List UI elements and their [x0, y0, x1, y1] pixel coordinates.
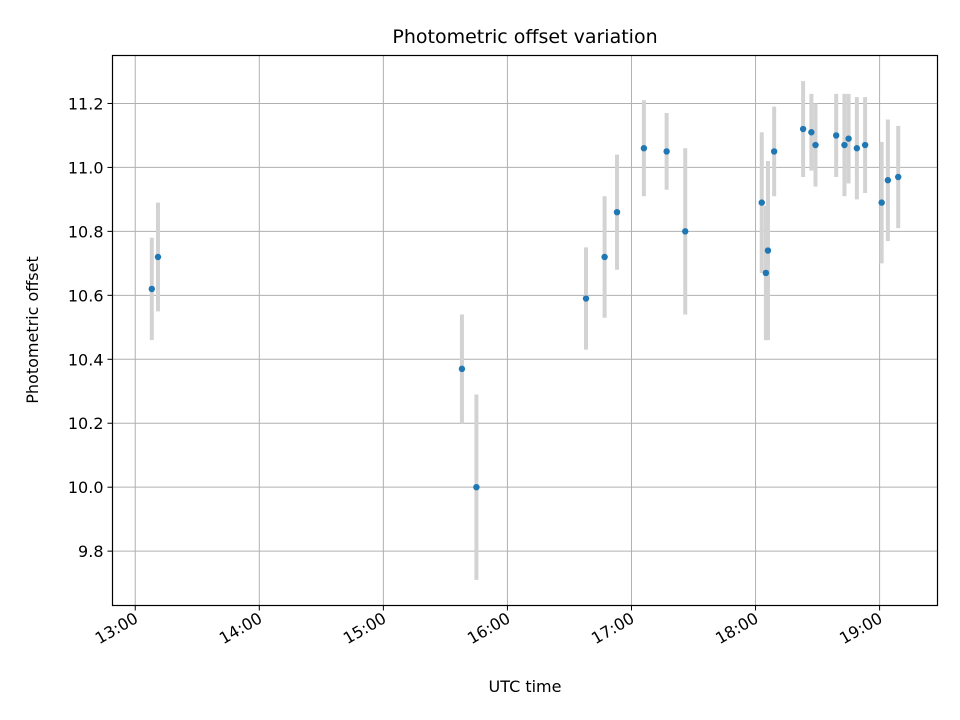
data-point — [832, 132, 840, 139]
data-point — [148, 285, 155, 293]
data-point — [758, 199, 765, 206]
y-tick-label: 11.2 — [68, 94, 104, 113]
data-point — [601, 253, 608, 261]
data-point — [808, 129, 815, 136]
grid — [112, 55, 938, 606]
y-tick-label: 11.0 — [68, 158, 104, 177]
y-tick-label: 10.8 — [68, 222, 104, 241]
plot-frame — [111, 54, 939, 607]
x-axis-label: UTC time — [489, 677, 562, 696]
data-point — [640, 145, 648, 152]
y-tick-label: 10.6 — [68, 286, 104, 305]
data-point — [682, 228, 689, 235]
y-tick-label: 10.2 — [68, 414, 104, 433]
data-points — [148, 125, 902, 491]
data-point — [841, 141, 848, 149]
data-point — [895, 173, 902, 181]
data-point — [582, 295, 590, 302]
data-point — [764, 247, 772, 254]
data-point — [613, 208, 621, 216]
y-tick-label: 10.4 — [68, 350, 104, 369]
y-axis-label: Photometric offset — [23, 256, 42, 404]
chart-title: Photometric offset variation — [392, 26, 657, 48]
data-point — [762, 269, 770, 277]
data-point — [663, 148, 670, 155]
y-tick-label: 9.8 — [78, 542, 103, 561]
data-point — [878, 199, 885, 206]
data-point — [799, 125, 807, 133]
data-point — [154, 253, 162, 261]
data-point — [845, 135, 852, 142]
data-point — [458, 365, 466, 373]
data-point — [861, 141, 869, 149]
y-axis: 9.8 10.0 10.2 10.4 10.6 10.8 11.0 11.2 — [68, 94, 113, 561]
data-point — [853, 145, 861, 152]
data-point — [770, 148, 778, 155]
data-point — [884, 177, 892, 184]
data-point — [473, 483, 480, 491]
data-point — [812, 141, 819, 149]
y-tick-label: 10.0 — [68, 478, 104, 497]
